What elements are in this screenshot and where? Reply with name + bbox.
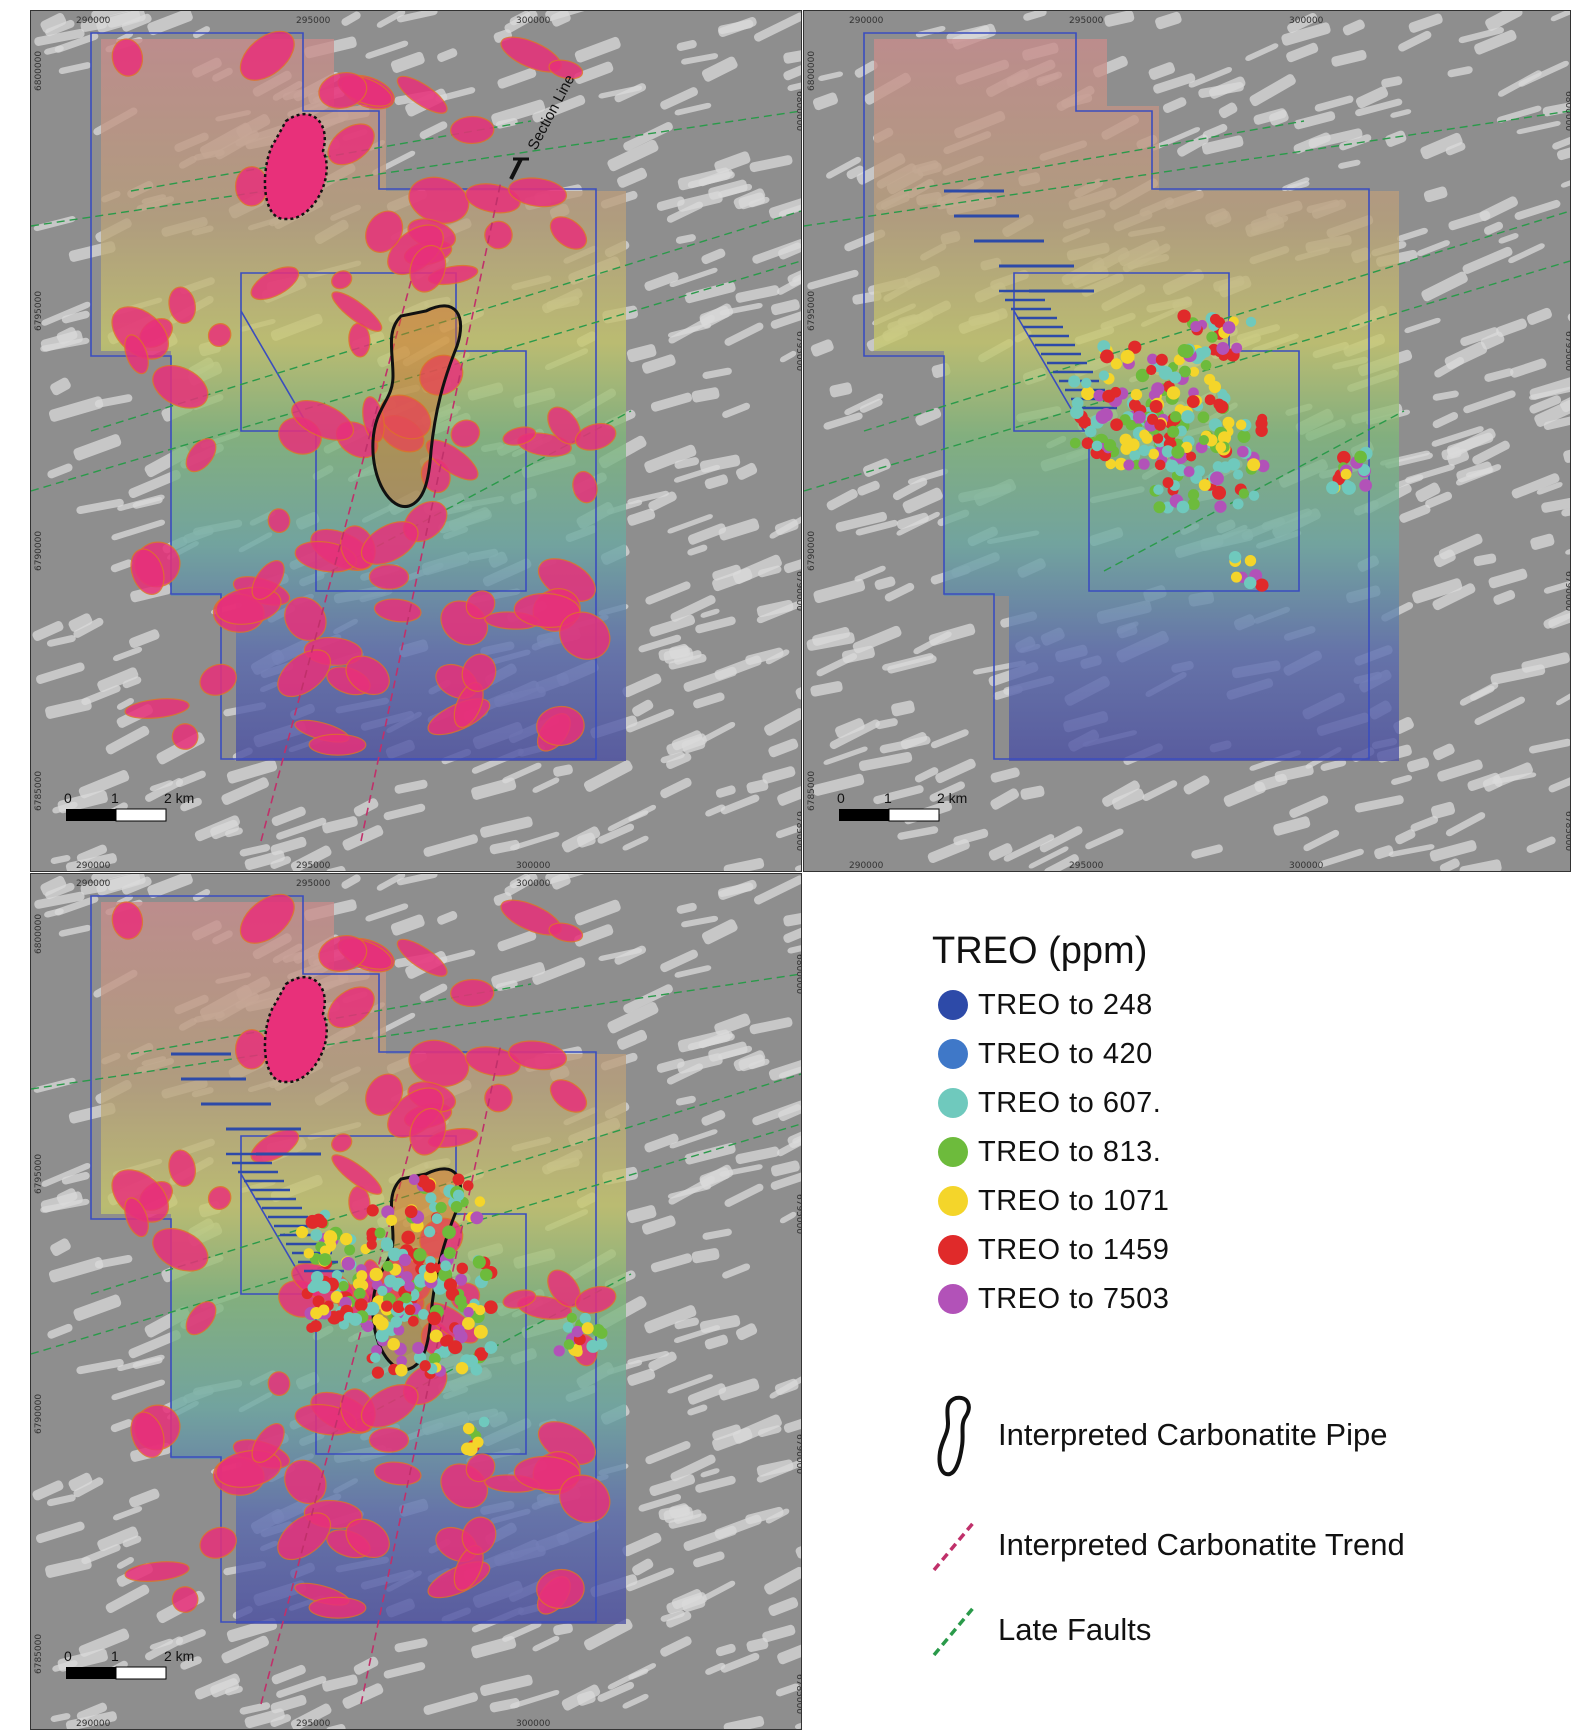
legend-item-carbonatite-pipe: Interpreted Carbonatite Pipe: [926, 1390, 1387, 1480]
treo-sample-points: [944, 189, 1373, 592]
svg-text:290000: 290000: [76, 16, 111, 26]
legend-item-treo-813: TREO to 813.: [938, 1132, 1161, 1172]
svg-text:290000: 290000: [849, 16, 884, 26]
svg-text:300000: 300000: [1289, 861, 1324, 871]
svg-text:290000: 290000: [76, 1719, 111, 1729]
svg-text:6800000: 6800000: [794, 91, 801, 131]
scale-bar: 0 1 2 km: [64, 790, 194, 822]
svg-text:6785000: 6785000: [807, 771, 817, 811]
carbonatite-pipe: [371, 304, 462, 508]
dot-icon: [938, 990, 968, 1020]
svg-text:295000: 295000: [1069, 16, 1104, 26]
dot-icon: [938, 1186, 968, 1216]
dot-icon: [938, 1235, 968, 1265]
svg-text:300000: 300000: [516, 1719, 551, 1729]
magenta-dashed-line-icon: [932, 1520, 976, 1572]
map-panel-combined: 290000 290000 295000 295000 300000 300000 6800…: [30, 873, 802, 1730]
map-panel-anomalies: 290000 290000 295000 295000 300000 300000 6800…: [30, 10, 802, 872]
svg-text:295000: 295000: [296, 879, 331, 889]
svg-text:300000: 300000: [516, 16, 551, 26]
legend-title: TREO (ppm): [932, 930, 1148, 972]
svg-text:6785000: 6785000: [34, 1634, 44, 1674]
svg-text:300000: 300000: [1289, 16, 1324, 26]
map-panel-treo-samples: 290000 290000 295000 295000 300000 300000 6800…: [803, 10, 1571, 872]
dot-icon: [938, 1088, 968, 1118]
svg-text:6785000: 6785000: [34, 771, 44, 811]
legend-item-treo-248: TREO to 248: [938, 985, 1153, 1025]
legend-item-treo-1071: TREO to 1071: [938, 1181, 1169, 1221]
svg-text:6790000: 6790000: [34, 1394, 44, 1434]
svg-text:6790000: 6790000: [794, 1434, 801, 1474]
svg-text:2 km: 2 km: [164, 790, 194, 806]
svg-text:6790000: 6790000: [807, 531, 817, 571]
magnetic-anomalies: [111, 30, 617, 756]
svg-text:295000: 295000: [296, 16, 331, 26]
dot-icon: [938, 1039, 968, 1069]
svg-text:6800000: 6800000: [34, 914, 44, 954]
svg-text:6790000: 6790000: [794, 571, 801, 611]
svg-text:6790000: 6790000: [34, 531, 44, 571]
svg-text:6800000: 6800000: [34, 51, 44, 91]
legend-item-late-faults: Late Faults: [926, 1585, 1151, 1675]
scale-bar: 0 1 2 km: [837, 790, 967, 822]
legend-item-treo-420: TREO to 420: [938, 1034, 1153, 1074]
svg-text:6785000: 6785000: [1563, 811, 1570, 851]
svg-text:1: 1: [111, 790, 119, 806]
map-legend: TREO (ppm) TREO to 248 TREO to 420 TREO …: [920, 920, 1540, 1680]
magnetic-anomalies: [111, 893, 617, 1619]
svg-text:6800000: 6800000: [1563, 91, 1570, 131]
svg-text:6795000: 6795000: [794, 1194, 801, 1234]
svg-text:6785000: 6785000: [794, 811, 801, 851]
svg-text:290000: 290000: [76, 861, 111, 871]
scale-bar: 0 1 2 km: [64, 1648, 194, 1680]
svg-text:0: 0: [64, 1648, 72, 1664]
svg-text:290000: 290000: [76, 879, 111, 889]
svg-text:300000: 300000: [516, 861, 551, 871]
svg-text:6795000: 6795000: [807, 291, 817, 331]
dot-icon: [938, 1284, 968, 1314]
svg-text:295000: 295000: [296, 861, 331, 871]
map-canvas: 290000 290000 295000 295000 300000 300000 6800…: [31, 11, 801, 871]
carbonatite-trend: [260, 180, 502, 842]
legend-item-treo-7503: TREO to 7503: [938, 1279, 1169, 1319]
svg-text:2 km: 2 km: [164, 1648, 194, 1664]
svg-text:6800000: 6800000: [807, 51, 817, 91]
svg-text:0: 0: [64, 790, 72, 806]
green-dashed-line-icon: [932, 1605, 976, 1657]
svg-text:290000: 290000: [849, 861, 884, 871]
svg-text:1: 1: [111, 1648, 119, 1664]
map-canvas: 290000 290000 295000 295000 300000 300000 6800…: [31, 874, 801, 1729]
svg-text:6800000: 6800000: [794, 954, 801, 994]
svg-text:2 km: 2 km: [937, 790, 967, 806]
svg-text:295000: 295000: [1069, 861, 1104, 871]
svg-text:6790000: 6790000: [1563, 571, 1570, 611]
pipe-outline-icon: [937, 1395, 971, 1477]
svg-text:1: 1: [884, 790, 892, 806]
map-canvas: 290000 290000 295000 295000 300000 300000 6800…: [804, 11, 1570, 871]
svg-text:6795000: 6795000: [34, 291, 44, 331]
svg-text:6795000: 6795000: [34, 1154, 44, 1194]
coordinate-ticks: 290000 290000 295000 295000 300000 300000 6800…: [807, 16, 1570, 871]
legend-item-treo-607: TREO to 607.: [938, 1083, 1161, 1123]
svg-text:300000: 300000: [516, 879, 551, 889]
legend-item-carbonatite-trend: Interpreted Carbonatite Trend: [926, 1500, 1405, 1590]
coordinate-ticks: 290000 290000 295000 295000 300000 300000 6800…: [34, 16, 801, 871]
svg-text:6795000: 6795000: [794, 331, 801, 371]
svg-text:6795000: 6795000: [1563, 331, 1570, 371]
svg-text:0: 0: [837, 790, 845, 806]
svg-text:6785000: 6785000: [794, 1674, 801, 1714]
svg-text:295000: 295000: [296, 1719, 331, 1729]
legend-item-treo-1459: TREO to 1459: [938, 1230, 1169, 1270]
treo-sample-points: [171, 1052, 608, 1457]
coordinate-ticks: 290000 290000 295000 295000 300000 300000 6800…: [34, 879, 801, 1729]
dot-icon: [938, 1137, 968, 1167]
